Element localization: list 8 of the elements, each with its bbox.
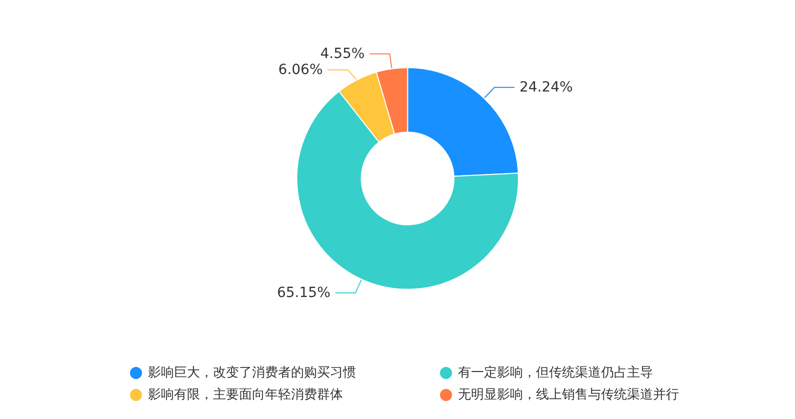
data-label: 24.24% [519,79,573,96]
data-label: 6.06% [278,62,323,78]
legend-label: 影响有限，主要面向年轻消费群体 [148,386,343,402]
data-label: 65.15% [276,284,330,301]
data-label: 4.55% [320,46,365,62]
legend-label: 无明显影响，线上销售与传统渠道并行 [458,388,679,402]
legend-label: 影响巨大，改变了消费者的购买习惯 [148,366,356,380]
legend-label: 有一定影响，但传统渠道仍占主导 [458,364,653,380]
